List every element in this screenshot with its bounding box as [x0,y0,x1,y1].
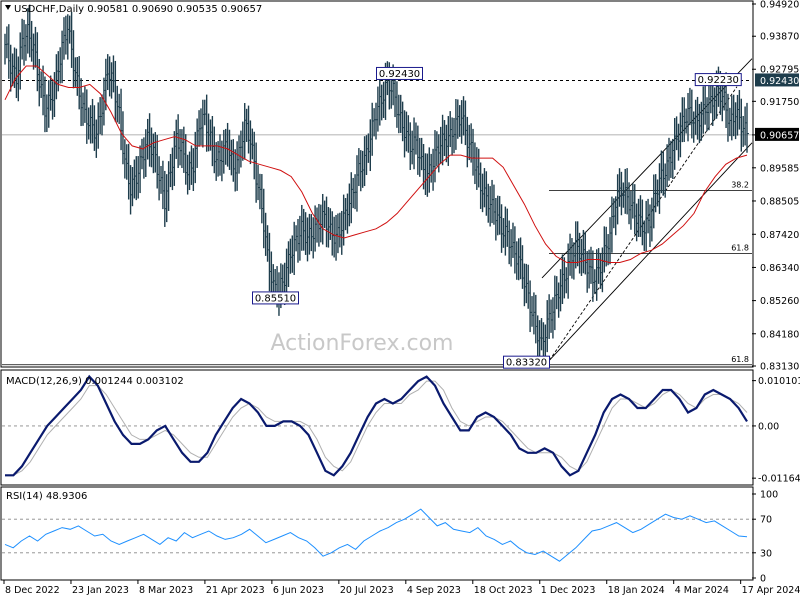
date-tick-label: 4 Mar 2024 [675,585,729,596]
date-tick-label: 8 Dec 2022 [5,585,60,596]
price-tick-label: 0.83130 [760,362,799,373]
swing-label: 0.92230 [698,75,739,86]
date-tick-label: 17 Apr 2024 [742,585,800,596]
rsi-tick-label: 70 [760,515,772,526]
rsi-label: RSI(14) 48.9306 [6,491,87,502]
date-axis: 8 Dec 2022 23 Jan 2023 8 Mar 2023 21 Apr 20… [3,580,800,596]
swing-label: 0.83320 [506,358,547,369]
fib-level-label: 61.8 [731,355,749,364]
date-tick-label: 4 Sep 2023 [407,585,461,596]
date-tick-label: 6 Jun 2023 [273,585,324,596]
swing-label-box [376,66,423,80]
macd-line [5,374,748,477]
price-tick-label: 0.91750 [760,97,799,108]
price-tick-label: 0.84180 [760,329,799,340]
price-tick-label: 0.90657 [760,130,799,141]
swing-annotations: 0.92430 0.85510 0.83320 0.92230 [252,66,742,369]
watermark: ActionForex.com [271,331,454,356]
date-tick-label: 20 Jul 2023 [340,585,394,596]
moving-average-line [4,65,748,263]
collapse-triangle-icon [5,5,11,10]
date-tick-label: 8 Mar 2023 [139,585,193,596]
symbol-header-text: USDCHF,Daily 0.90581 0.90690 0.90535 0.9… [14,4,262,15]
macd-tick-label: 0.00 [758,421,779,432]
rsi-tick-label: 0 [760,574,766,585]
fib-level-label: 61.8 [731,244,749,253]
channel-line-dashed_mid [549,86,738,361]
price-tick-label: 0.85260 [760,296,799,307]
macd-tick-label: -0.011645 [758,474,800,485]
price-tick-label: 0.86340 [760,263,799,274]
macd-tick-label: 0.010101 [758,376,800,387]
swing-label-box [252,291,299,305]
date-tick-label: 18 Jan 2024 [608,585,665,596]
price-tick-label: 0.92795 [760,65,799,76]
price-axis: 0.94920 0.93870 0.92795 0.91750 0.90657 0.895… [752,0,799,373]
price-tick-label: 0.93870 [760,32,799,43]
current-price-marker [755,127,799,141]
symbol-header: USDCHF,Daily 0.90581 0.90690 0.90535 0.9… [5,4,262,15]
macd-axis: 0.010101 0.00 -0.011645 [752,376,800,485]
macd-panel [2,374,752,477]
macd-panel-frame [0,369,754,486]
rsi-panel-frame [0,486,754,581]
rsi-axis: 100 70 30 0 [752,490,778,585]
price-reference-lines: 38.2 61.8 61.8 [2,79,752,366]
date-tick-label: 23 Jan 2023 [72,585,129,596]
resistance-marker [755,73,799,87]
price-series [4,4,749,361]
resistance-marker-label: 0.92430 [760,76,799,87]
swing-label: 0.85510 [255,293,296,304]
moving-average [4,65,748,263]
date-tick-label: 21 Apr 2023 [206,585,265,596]
rsi-line [4,508,748,562]
swing-label-box [694,73,742,87]
swing-label: 0.92430 [379,69,420,80]
rsi-tick-label: 30 [760,548,772,559]
macd-label: MACD(12,26,9) 0.001244 0.003102 [6,376,184,387]
fib-level-label: 38.2 [731,180,749,189]
date-tick-label: 18 Oct 2023 [474,585,533,596]
price-tick-label: 0.94920 [760,0,799,11]
price-tick-label: 0.87420 [760,230,799,241]
channel-line-lower [549,142,753,361]
rsi-panel [2,508,752,562]
price-tick-label: 0.89585 [760,163,799,174]
date-tick-label: 1 Dec 2023 [541,585,596,596]
swing-label-box [503,355,550,369]
macd-signal-line [5,380,748,476]
rsi-tick-label: 100 [760,490,778,501]
price-tick-label: 0.88505 [760,196,799,207]
